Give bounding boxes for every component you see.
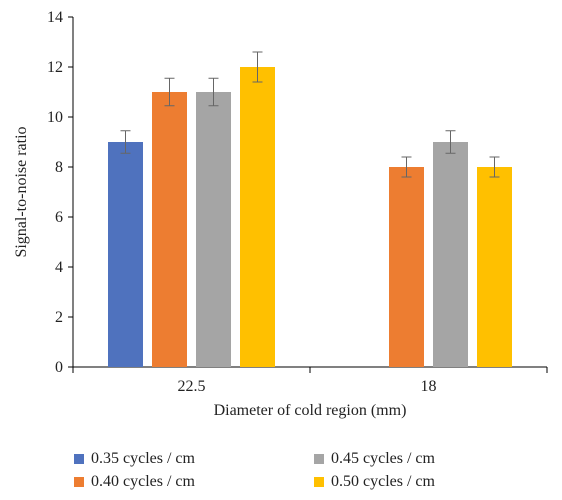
y-tick-label: 2	[55, 309, 63, 326]
legend-label: 0.35 cycles / cm	[91, 450, 195, 467]
x-axis: 22.5 18	[72, 366, 548, 395]
legend-item: 0.40 cycles / cm	[74, 473, 195, 491]
y-axis: 0 2 4 6 8 10 12 14	[47, 9, 74, 376]
bar	[108, 142, 143, 367]
legend-swatch	[314, 454, 324, 464]
legend-label: 0.50 cycles / cm	[331, 473, 435, 490]
legend: 0.35 cycles / cm 0.45 cycles / cm 0.40 cyc…	[74, 450, 534, 494]
legend-swatch	[74, 454, 84, 464]
y-axis-label: Signal-to-noise ratio	[13, 126, 30, 257]
y-tick-label: 8	[55, 159, 63, 176]
y-tick-label: 4	[55, 259, 63, 276]
bar-chart: 0 2 4 6 8 10 12 14 22.5 18 Signal-to-noise ratio…	[13, 9, 548, 419]
legend-label: 0.45 cycles / cm	[331, 450, 435, 467]
y-tick-label: 14	[47, 9, 63, 26]
legend-swatch	[74, 477, 84, 487]
legend-label: 0.40 cycles / cm	[91, 473, 195, 490]
y-tick-label: 6	[55, 209, 63, 226]
y-tick-label: 0	[55, 359, 63, 376]
y-tick-label: 10	[47, 109, 63, 126]
x-axis-label: Diameter of cold region (mm)	[214, 402, 407, 419]
bar	[477, 167, 512, 367]
x-tick-label: 18	[421, 378, 437, 395]
x-tick-label: 22.5	[178, 378, 206, 395]
legend-item: 0.35 cycles / cm	[74, 450, 195, 468]
y-tick-label: 12	[47, 59, 63, 76]
legend-swatch	[314, 477, 324, 487]
bar	[240, 67, 275, 367]
bar	[433, 142, 468, 367]
bar	[152, 92, 187, 367]
legend-item: 0.45 cycles / cm	[314, 450, 435, 468]
bars	[108, 51, 512, 367]
bar	[389, 167, 424, 367]
legend-item: 0.50 cycles / cm	[314, 473, 435, 491]
bar	[196, 92, 231, 367]
